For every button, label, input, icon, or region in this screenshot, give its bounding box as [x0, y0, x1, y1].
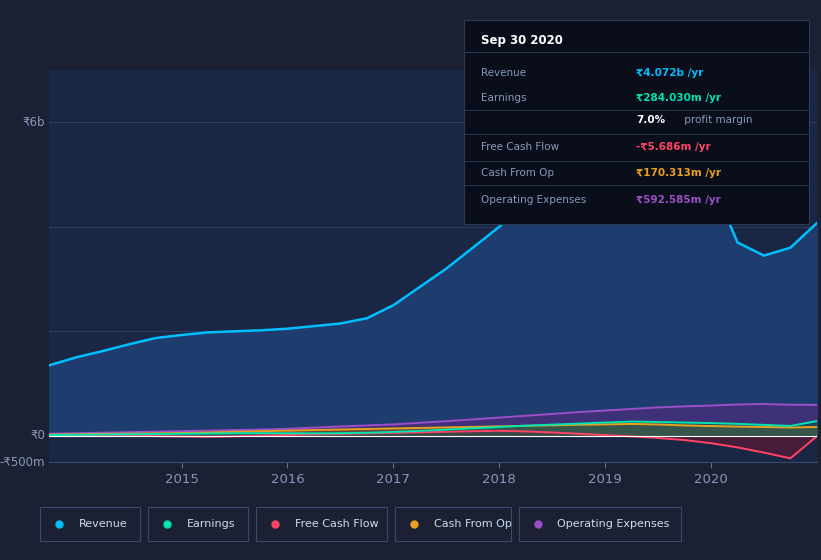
- Text: ₹592.585m /yr: ₹592.585m /yr: [636, 195, 721, 206]
- Text: Free Cash Flow: Free Cash Flow: [481, 142, 559, 152]
- Text: Revenue: Revenue: [79, 519, 127, 529]
- Text: Cash From Op: Cash From Op: [433, 519, 511, 529]
- Text: profit margin: profit margin: [681, 115, 753, 125]
- Text: -₹500m: -₹500m: [0, 455, 45, 469]
- Text: ₹6b: ₹6b: [23, 116, 45, 129]
- Text: 7.0%: 7.0%: [636, 115, 665, 125]
- Text: Operating Expenses: Operating Expenses: [481, 195, 586, 206]
- Text: Revenue: Revenue: [481, 68, 526, 78]
- Text: ₹284.030m /yr: ₹284.030m /yr: [636, 94, 722, 103]
- Text: Operating Expenses: Operating Expenses: [557, 519, 669, 529]
- Text: -₹5.686m /yr: -₹5.686m /yr: [636, 142, 711, 152]
- Text: ₹170.313m /yr: ₹170.313m /yr: [636, 168, 722, 178]
- Text: ₹0: ₹0: [30, 430, 45, 442]
- Text: Sep 30 2020: Sep 30 2020: [481, 34, 563, 47]
- Text: Earnings: Earnings: [186, 519, 235, 529]
- Text: Cash From Op: Cash From Op: [481, 168, 554, 178]
- Text: Earnings: Earnings: [481, 94, 526, 103]
- Text: Free Cash Flow: Free Cash Flow: [295, 519, 378, 529]
- Text: ₹4.072b /yr: ₹4.072b /yr: [636, 68, 704, 78]
